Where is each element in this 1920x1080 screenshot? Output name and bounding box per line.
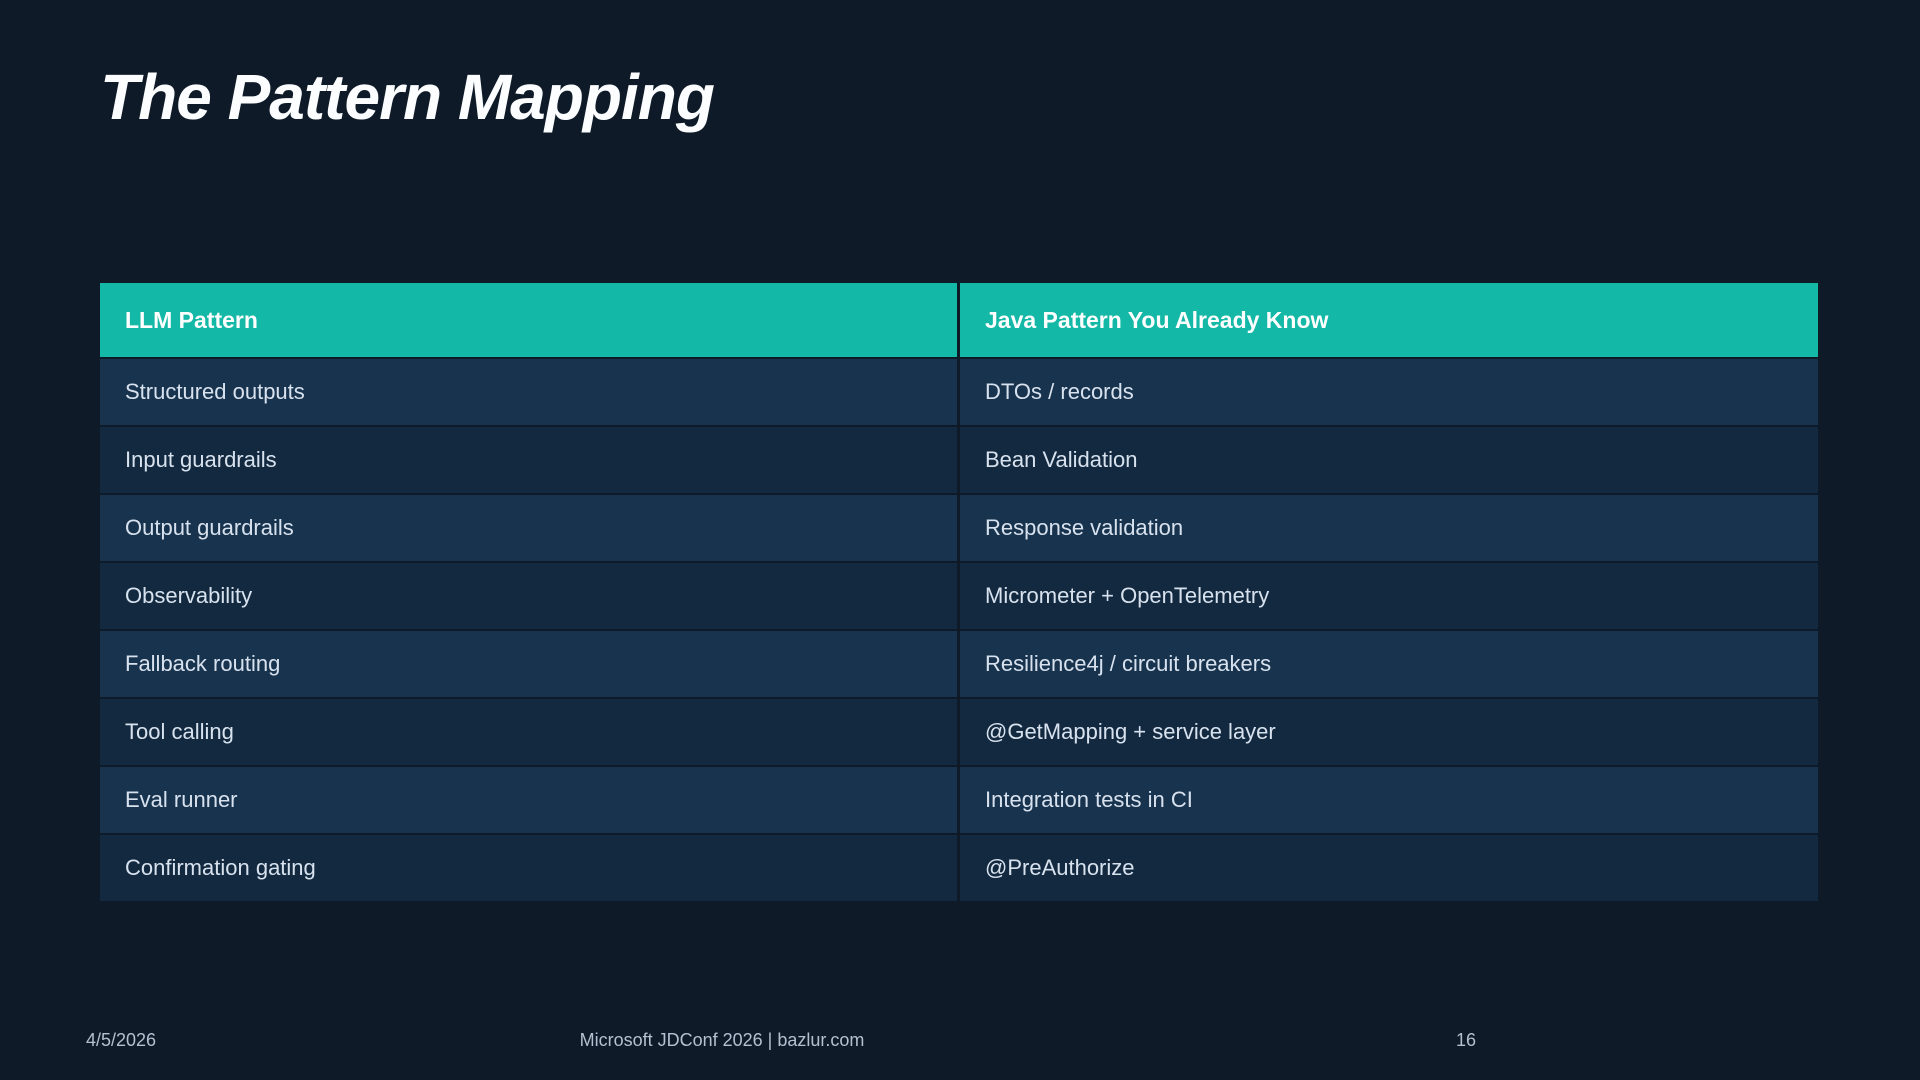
table-row: Output guardrails Response validation (100, 495, 1818, 561)
llm-pattern-cell: Structured outputs (100, 359, 957, 425)
column-header-java-pattern: Java Pattern You Already Know (960, 283, 1818, 357)
java-pattern-cell: Response validation (960, 495, 1818, 561)
java-pattern-cell: DTOs / records (960, 359, 1818, 425)
slide-title: The Pattern Mapping (100, 61, 715, 133)
llm-pattern-cell: Output guardrails (100, 495, 957, 561)
table-row: Confirmation gating @PreAuthorize (100, 835, 1818, 901)
table-row: Eval runner Integration tests in CI (100, 767, 1818, 833)
java-pattern-cell: @PreAuthorize (960, 835, 1818, 901)
llm-pattern-cell: Tool calling (100, 699, 957, 765)
table-row: Fallback routing Resilience4j / circuit … (100, 631, 1818, 697)
table-body: Structured outputs DTOs / records Input … (100, 359, 1818, 901)
llm-pattern-cell: Observability (100, 563, 957, 629)
footer-date: 4/5/2026 (86, 1030, 157, 1050)
table-header-row: LLM Pattern Java Pattern You Already Kno… (100, 283, 1818, 357)
llm-pattern-cell: Fallback routing (100, 631, 957, 697)
pattern-mapping-table: LLM Pattern Java Pattern You Already Kno… (100, 283, 1818, 903)
java-pattern-cell: @GetMapping + service layer (960, 699, 1818, 765)
table-row: Structured outputs DTOs / records (100, 359, 1818, 425)
java-pattern-cell: Micrometer + OpenTelemetry (960, 563, 1818, 629)
java-pattern-cell: Resilience4j / circuit breakers (960, 631, 1818, 697)
footer-center-text: Microsoft JDConf 2026 | bazlur.com (579, 1030, 865, 1050)
java-pattern-cell: Bean Validation (960, 427, 1818, 493)
slide-footer: 4/5/2026 Microsoft JDConf 2026 | bazlur.… (0, 1030, 1920, 1056)
table-row: Input guardrails Bean Validation (100, 427, 1818, 493)
llm-pattern-cell: Input guardrails (100, 427, 957, 493)
footer-page-number: 16 (1455, 1030, 1477, 1050)
java-pattern-cell: Integration tests in CI (960, 767, 1818, 833)
table-row: Tool calling @GetMapping + service layer (100, 699, 1818, 765)
llm-pattern-cell: Confirmation gating (100, 835, 957, 901)
column-header-llm-pattern: LLM Pattern (100, 283, 957, 357)
table-row: Observability Micrometer + OpenTelemetry (100, 563, 1818, 629)
llm-pattern-cell: Eval runner (100, 767, 957, 833)
